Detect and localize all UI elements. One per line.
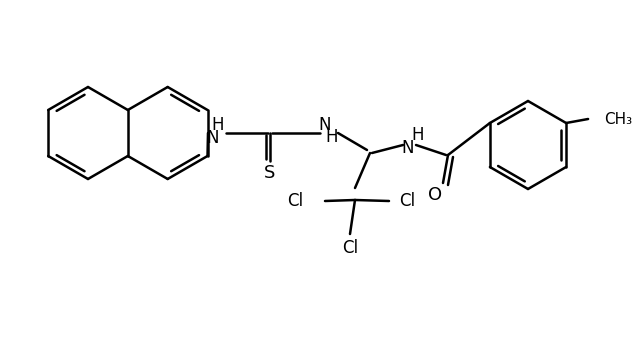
Text: Cl: Cl [399,192,415,210]
Text: CH₃: CH₃ [604,111,632,126]
Text: H: H [212,116,224,134]
Text: N: N [319,116,332,134]
Text: H: H [326,128,339,146]
Text: O: O [428,186,442,204]
Text: Cl: Cl [342,239,358,257]
Text: N: N [402,139,414,157]
Text: H: H [412,126,424,144]
Text: S: S [264,164,276,182]
Text: N: N [207,129,220,147]
Text: Cl: Cl [287,192,303,210]
